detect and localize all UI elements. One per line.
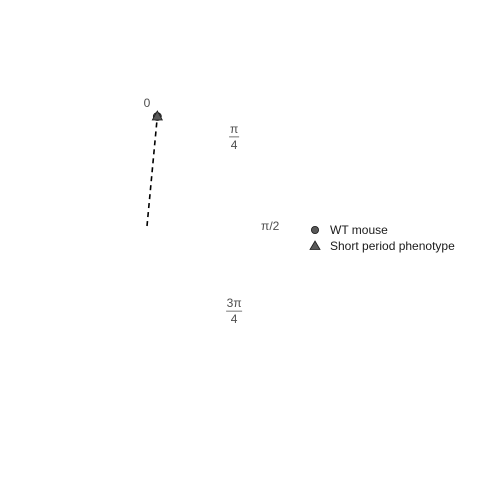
mean-vector-line	[146, 116, 159, 227]
legend-item-short-period: Short period phenotype	[309, 239, 455, 253]
legend-circle-marker	[311, 226, 319, 234]
svg-text:4: 4	[231, 312, 238, 326]
plot-area	[146, 110, 164, 227]
legend-triangle-marker	[309, 240, 321, 250]
svg-text:π: π	[230, 122, 238, 136]
svg-text:4: 4	[231, 138, 238, 152]
legend: WT mouse Short period phenotype	[309, 223, 455, 253]
angle-tick-labels: 0 π 4 π/2 3π 4	[144, 96, 280, 326]
data-point-triangle-1-0	[151, 110, 164, 121]
legend-label-wt-mouse: WT mouse	[330, 223, 388, 237]
tick-label-3pi-over-4: 3π 4	[226, 296, 243, 326]
svg-text:3π: 3π	[227, 296, 242, 310]
legend-label-short-period: Short period phenotype	[330, 239, 455, 253]
legend-item-wt-mouse: WT mouse	[311, 223, 388, 237]
tick-label-pi-over-2: π/2	[261, 219, 280, 233]
tick-label-pi-over-4: π 4	[229, 122, 240, 152]
data-points	[151, 110, 164, 121]
tick-label-0: 0	[144, 96, 151, 110]
